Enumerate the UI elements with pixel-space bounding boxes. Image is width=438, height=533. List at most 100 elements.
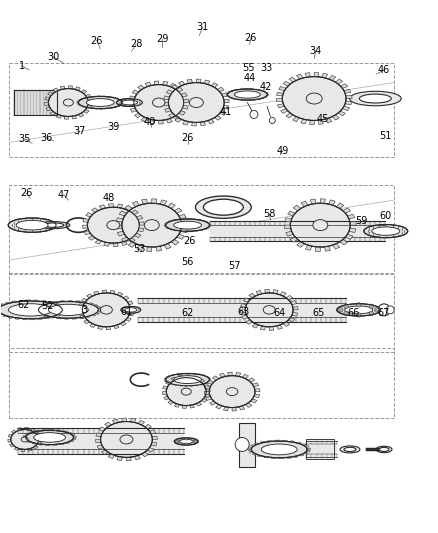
Polygon shape [286,231,293,236]
Ellipse shape [100,422,152,457]
Text: 52: 52 [42,301,54,311]
Polygon shape [322,73,328,78]
Polygon shape [258,99,260,100]
Polygon shape [204,392,209,394]
Polygon shape [285,217,292,222]
Bar [210,221,385,241]
Text: 59: 59 [355,216,367,227]
Polygon shape [164,96,170,100]
Text: 42: 42 [260,82,272,92]
Polygon shape [171,239,179,245]
Polygon shape [95,439,101,443]
Polygon shape [325,118,332,123]
Ellipse shape [121,306,141,313]
Polygon shape [340,84,348,88]
Polygon shape [23,438,26,439]
Polygon shape [129,238,135,243]
Polygon shape [78,310,83,313]
Polygon shape [256,290,262,295]
Polygon shape [329,76,336,80]
Polygon shape [8,439,11,442]
Polygon shape [264,91,266,92]
Ellipse shape [203,199,243,215]
Circle shape [175,440,178,443]
Polygon shape [252,454,257,455]
Polygon shape [57,318,61,319]
Polygon shape [98,309,102,310]
Polygon shape [108,454,115,458]
Polygon shape [138,228,144,232]
Ellipse shape [8,304,52,316]
Polygon shape [0,305,2,307]
Polygon shape [254,443,260,445]
Polygon shape [71,434,75,435]
Text: 1: 1 [18,61,25,71]
Polygon shape [86,94,91,98]
Polygon shape [180,228,187,232]
Ellipse shape [179,439,193,443]
Polygon shape [190,231,193,232]
Polygon shape [122,237,129,243]
Polygon shape [165,227,167,228]
Polygon shape [305,245,312,251]
Polygon shape [80,315,85,319]
Polygon shape [344,90,351,93]
Polygon shape [48,92,53,95]
Polygon shape [204,383,207,384]
Polygon shape [162,81,168,85]
Polygon shape [88,100,92,102]
Ellipse shape [209,376,255,408]
Polygon shape [81,90,87,94]
Polygon shape [147,247,152,252]
Polygon shape [240,303,247,307]
Polygon shape [148,448,154,452]
Polygon shape [127,301,133,305]
Polygon shape [254,394,260,398]
Polygon shape [179,385,182,386]
Polygon shape [68,301,72,302]
Polygon shape [251,88,253,89]
Polygon shape [77,102,78,103]
Polygon shape [286,295,293,300]
Polygon shape [164,397,169,400]
Polygon shape [343,106,350,111]
Polygon shape [204,80,210,84]
Polygon shape [166,118,172,123]
Text: 40: 40 [144,117,156,127]
Polygon shape [310,199,316,204]
Polygon shape [82,302,88,303]
Polygon shape [328,200,335,205]
Polygon shape [166,376,168,377]
Polygon shape [84,320,89,324]
Polygon shape [35,308,39,309]
Polygon shape [81,298,87,302]
Polygon shape [60,86,65,90]
Polygon shape [36,312,40,313]
Text: 39: 39 [107,122,120,132]
Text: 33: 33 [260,63,272,74]
Polygon shape [293,205,301,211]
Polygon shape [340,239,347,245]
Polygon shape [57,430,61,431]
Polygon shape [73,439,76,440]
Polygon shape [333,244,340,249]
Ellipse shape [39,302,98,318]
Polygon shape [215,116,221,120]
Polygon shape [165,381,167,382]
Polygon shape [246,320,252,325]
Polygon shape [33,446,38,449]
Polygon shape [91,314,96,316]
Ellipse shape [122,203,182,247]
Polygon shape [269,327,274,330]
Polygon shape [215,405,222,409]
Text: 53: 53 [133,245,146,254]
Polygon shape [159,120,163,124]
Polygon shape [175,118,181,122]
Polygon shape [257,455,262,457]
Polygon shape [130,307,134,310]
Polygon shape [266,92,268,93]
Polygon shape [108,96,110,97]
Circle shape [369,304,374,309]
Polygon shape [45,97,49,100]
Polygon shape [219,373,225,377]
